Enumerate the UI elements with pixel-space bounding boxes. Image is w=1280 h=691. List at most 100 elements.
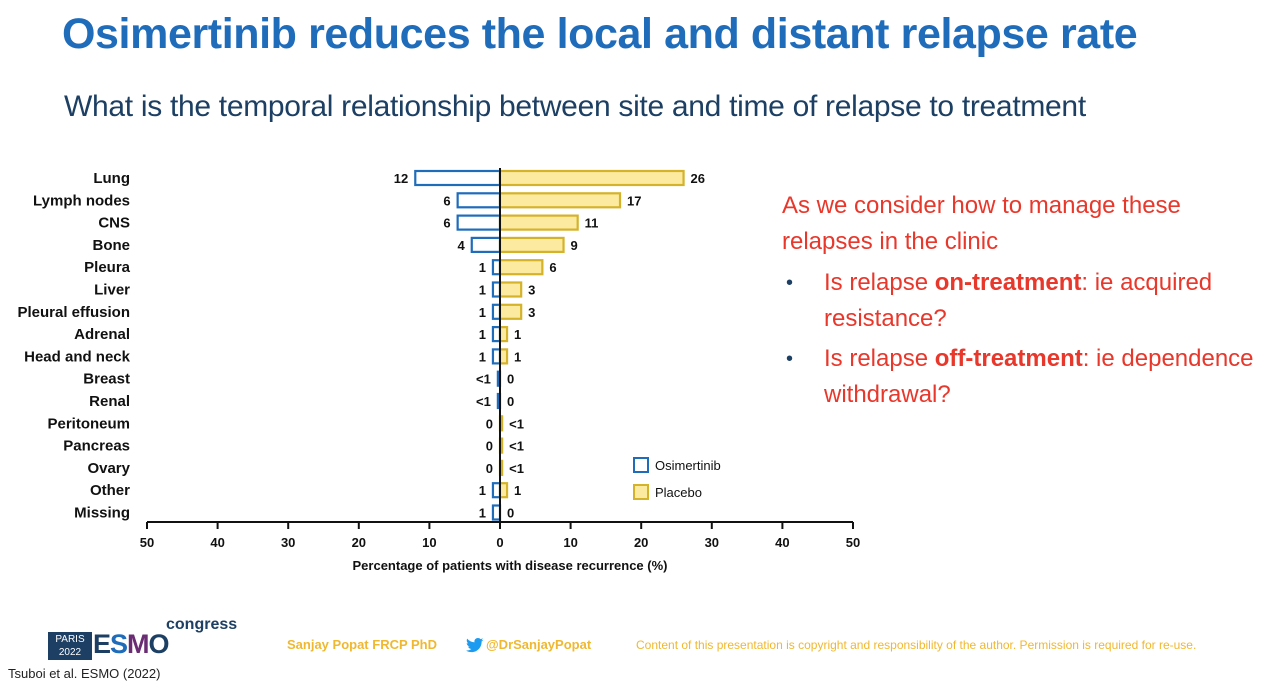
value-label-placebo-renal: 0 <box>507 394 514 409</box>
value-label-osimertinib-pancreas: 0 <box>486 439 493 454</box>
category-label-lymph-nodes: Lymph nodes <box>33 192 130 209</box>
legend-swatch-placebo <box>633 484 649 500</box>
logo-letter-o: O <box>148 629 170 659</box>
value-label-osimertinib-liver: 1 <box>479 283 486 298</box>
value-label-osimertinib-ovary: 0 <box>486 461 493 476</box>
bar-placebo-other <box>498 482 509 499</box>
category-label-head-and-neck: Head and neck <box>24 348 131 365</box>
x-tick-label: 30 <box>281 535 295 550</box>
bullet-text-post: : ie dependence withdrawal? <box>824 345 1254 408</box>
value-label-placebo-breast: 0 <box>507 372 514 387</box>
bar-placebo-liver <box>498 281 523 298</box>
category-label-ovary: Ovary <box>87 460 130 477</box>
callout-bullet-off-treatment: • Is relapse off-treatment: ie dependenc… <box>782 341 1272 413</box>
callout-intro: As we consider how to manage these relap… <box>782 192 1181 255</box>
logo-letter-e: E <box>93 629 111 659</box>
category-label-pleura: Pleura <box>84 259 131 276</box>
logo-city: PARIS <box>55 634 85 645</box>
value-label-placebo-head-and-neck: 1 <box>514 349 521 364</box>
x-tick-label: 30 <box>705 535 719 550</box>
legend-label-osimertinib: Osimertinib <box>655 458 721 473</box>
value-label-placebo-pleura: 6 <box>549 260 556 275</box>
value-label-osimertinib-lymph-nodes: 6 <box>443 193 450 208</box>
twitter-icon <box>466 638 484 653</box>
category-label-breast: Breast <box>83 371 130 388</box>
logo-wordmark: ESMO <box>93 629 170 660</box>
value-label-placebo-bone: 9 <box>571 238 578 253</box>
bar-placebo-bone <box>498 236 565 254</box>
value-label-osimertinib-missing: 1 <box>479 506 486 521</box>
x-tick-label: 40 <box>775 535 789 550</box>
logo-year: 2022 <box>58 647 82 658</box>
bar-placebo-lung <box>498 169 685 187</box>
value-label-placebo-ovary: <1 <box>509 461 524 476</box>
bar-placebo-pleural-effusion <box>498 303 523 320</box>
callout-box: As we consider how to manage these relap… <box>782 188 1272 417</box>
category-label-missing: Missing <box>74 505 130 522</box>
bar-placebo-pleura <box>498 259 544 276</box>
value-label-placebo-pancreas: <1 <box>509 439 524 454</box>
value-label-placebo-lung: 26 <box>691 171 705 186</box>
value-label-placebo-adrenal: 1 <box>514 327 521 342</box>
bullet-dot-icon: • <box>786 348 794 370</box>
bar-placebo-cns <box>498 214 579 231</box>
esmo-congress-logo: PARIS 2022 ESMO congress <box>48 616 238 664</box>
x-tick-label: 10 <box>422 535 436 550</box>
bar-osimertinib-cns <box>456 214 502 231</box>
value-label-placebo-pleural-effusion: 3 <box>528 305 535 320</box>
bar-placebo-adrenal <box>498 326 509 343</box>
value-label-osimertinib-pleural-effusion: 1 <box>479 305 486 320</box>
value-label-osimertinib-other: 1 <box>479 483 486 498</box>
bullet-text-post: : ie acquired resistance? <box>824 269 1213 332</box>
legend-label-placebo: Placebo <box>655 485 702 500</box>
value-label-osimertinib-breast: <1 <box>476 372 491 387</box>
bar-placebo-head-and-neck <box>498 348 509 365</box>
category-label-pleural-effusion: Pleural effusion <box>17 304 130 321</box>
value-label-osimertinib-head-and-neck: 1 <box>479 349 486 364</box>
bar-osimertinib-bone <box>470 236 502 254</box>
bar-osimertinib-lung <box>414 169 502 187</box>
bar-osimertinib-missing <box>491 504 502 521</box>
value-label-osimertinib-peritoneum: 0 <box>486 416 493 431</box>
x-tick-label: 50 <box>846 535 860 550</box>
value-label-placebo-other: 1 <box>514 483 521 498</box>
category-label-adrenal: Adrenal <box>74 326 130 343</box>
value-label-osimertinib-pleura: 1 <box>479 260 486 275</box>
value-label-placebo-lymph-nodes: 17 <box>627 193 641 208</box>
copyright-notice: Content of this presentation is copyrigh… <box>636 638 1197 652</box>
x-tick-label: 40 <box>210 535 224 550</box>
legend-swatch-osimertinib <box>633 457 649 473</box>
category-label-pancreas: Pancreas <box>63 438 130 455</box>
bar-osimertinib-lymph-nodes <box>456 192 502 209</box>
x-tick-label: 0 <box>496 535 503 550</box>
bullet-dot-icon: • <box>786 272 794 294</box>
bullet-text-pre: Is relapse <box>824 345 935 372</box>
category-label-lung: Lung <box>93 170 130 187</box>
logo-congress: congress <box>166 616 238 633</box>
x-axis-title: Percentage of patients with disease recu… <box>353 558 668 573</box>
slide-title: Osimertinib reduces the local and distan… <box>62 10 1138 58</box>
logo-letter-m: M <box>127 629 149 659</box>
category-label-cns: CNS <box>98 215 130 232</box>
value-label-placebo-cns: 11 <box>585 216 599 231</box>
slide-subtitle: What is the temporal relationship betwee… <box>64 90 1086 123</box>
x-tick-label: 20 <box>634 535 648 550</box>
bar-placebo-lymph-nodes <box>498 192 622 209</box>
category-label-bone: Bone <box>93 237 131 254</box>
value-label-placebo-liver: 3 <box>528 283 535 298</box>
category-label-other: Other <box>90 482 130 499</box>
author-name: Sanjay Popat FRCP PhD <box>287 637 438 652</box>
value-label-osimertinib-lung: 12 <box>394 171 408 186</box>
bullet-text-bold: off-treatment <box>934 345 1083 372</box>
category-label-renal: Renal <box>89 393 130 410</box>
value-label-placebo-missing: 0 <box>507 506 514 521</box>
x-tick-label: 20 <box>352 535 366 550</box>
value-label-osimertinib-bone: 4 <box>458 238 466 253</box>
slide-footer: PARIS 2022 ESMO congress Sanjay Popat FR… <box>0 610 1280 691</box>
value-label-placebo-peritoneum: <1 <box>509 416 524 431</box>
legend: Osimertinib Placebo <box>633 457 721 500</box>
category-label-peritoneum: Peritoneum <box>47 415 130 432</box>
